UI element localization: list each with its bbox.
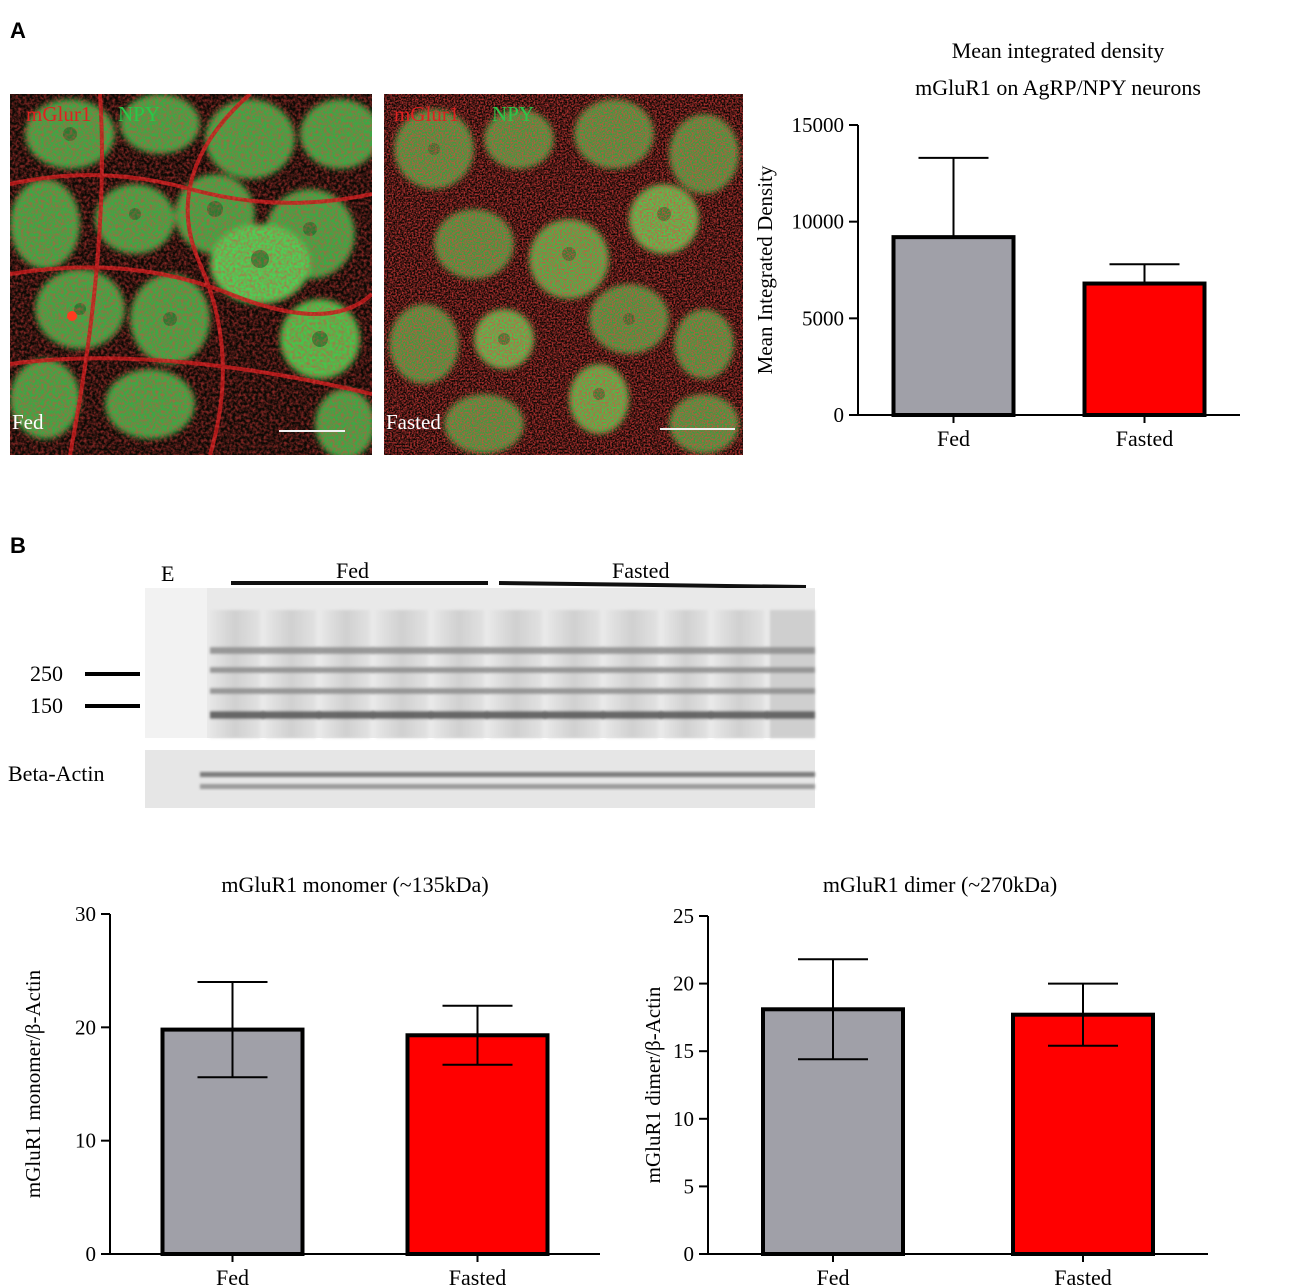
y-tick-label: 0 (86, 1242, 97, 1266)
bar-fasted (1082, 281, 1207, 417)
y-tick-label: 0 (834, 403, 845, 427)
mw-marker-150: 150 (30, 693, 63, 718)
y-tick-label: 5000 (802, 306, 844, 330)
y-tick-label: 10 (673, 1107, 694, 1131)
chart-monomer-svg: mGluR1 monomer (~135kDa) 0 10 20 30 mGluR1 mo… (21, 872, 600, 1287)
panel-label-b: B (10, 533, 26, 558)
y-axis-label: mGluR1 monomer/β-Actin (21, 969, 45, 1198)
micrograph-fed-marker-green: NPY (118, 102, 161, 126)
micrograph-fed-image (10, 94, 372, 455)
chart-title: mGluR1 monomer (~135kDa) (221, 872, 488, 897)
chart-title: Mean integrated density (952, 38, 1165, 63)
x-tick-label: Fed (216, 1265, 249, 1287)
y-tick-label: 30 (75, 902, 96, 926)
micrograph-fasted-image (384, 94, 743, 455)
x-tick-label: Fed (817, 1265, 850, 1287)
y-axis-label: mGluR1 dimer/β-Actin (641, 986, 665, 1183)
bar-fasted (405, 1033, 550, 1256)
chart-subtitle: mGluR1 on AgRP/NPY neurons (915, 75, 1201, 100)
x-tick-label: Fasted (1116, 426, 1173, 451)
blot-loading-control-label: Beta-Actin (8, 761, 105, 786)
blot-fasted-bracket (498, 581, 807, 589)
y-tick-label: 10 (75, 1129, 96, 1153)
blot-actin-membrane (145, 750, 815, 808)
x-tick-label: Fasted (1054, 1265, 1111, 1287)
blot-group-fed-label: Fed (336, 558, 369, 583)
micrograph-fasted-marker-red: mGlur1 (394, 102, 460, 126)
chart-title: mGluR1 dimer (~270kDa) (823, 872, 1057, 897)
x-tick-label: Fed (937, 426, 970, 451)
blot-group-fasted-label: Fasted (612, 558, 670, 583)
y-tick-label: 15 (673, 1039, 694, 1063)
blot-lane-empty-label: E (161, 561, 175, 586)
chart-monomer: mGluR1 monomer (~135kDa) 0 10 20 30 mGluR1 mo… (0, 860, 640, 1287)
micrograph-fed: mGlur1 NPY Fed (10, 94, 372, 455)
y-tick-label: 25 (673, 904, 694, 928)
y-tick-label: 20 (75, 1015, 96, 1039)
bar-fasted (1011, 1012, 1155, 1256)
chart-mean-integrated-density: Mean integrated density mGluR1 on AgRP/NP… (700, 30, 1300, 470)
y-axis-label: Mean Integrated Density (753, 165, 777, 374)
y-tick-label: 20 (673, 972, 694, 996)
y-tick-label: 15000 (792, 113, 845, 137)
blot-image (85, 581, 815, 808)
panel-label-a: A (10, 18, 26, 43)
micrograph-fed-condition: Fed (12, 410, 44, 434)
chart-dimer: mGluR1 dimer (~270kDa) 0 5 10 15 20 25 mGluR1 d… (620, 860, 1300, 1287)
micrograph-fasted-condition: Fasted (386, 410, 441, 434)
western-blot: E Fed Fasted (0, 555, 830, 815)
x-tick-label: Fasted (449, 1265, 506, 1287)
bar-fed (891, 235, 1016, 417)
y-tick-label: 0 (684, 1242, 695, 1266)
chart-dimer-svg: mGluR1 dimer (~270kDa) 0 5 10 15 20 25 mGluR1 d… (641, 872, 1208, 1287)
y-tick-label: 10000 (792, 210, 845, 234)
chart-mean-integrated-density-svg: Mean integrated density mGluR1 on AgRP/NP… (753, 38, 1240, 451)
micrograph-fasted-marker-green: NPY (492, 102, 535, 126)
y-tick-label: 5 (684, 1174, 695, 1198)
micrograph-fasted: mGlur1 NPY Fasted (384, 94, 743, 455)
micrograph-fed-marker-red: mGlur1 (26, 102, 92, 126)
mw-marker-250: 250 (30, 661, 63, 686)
